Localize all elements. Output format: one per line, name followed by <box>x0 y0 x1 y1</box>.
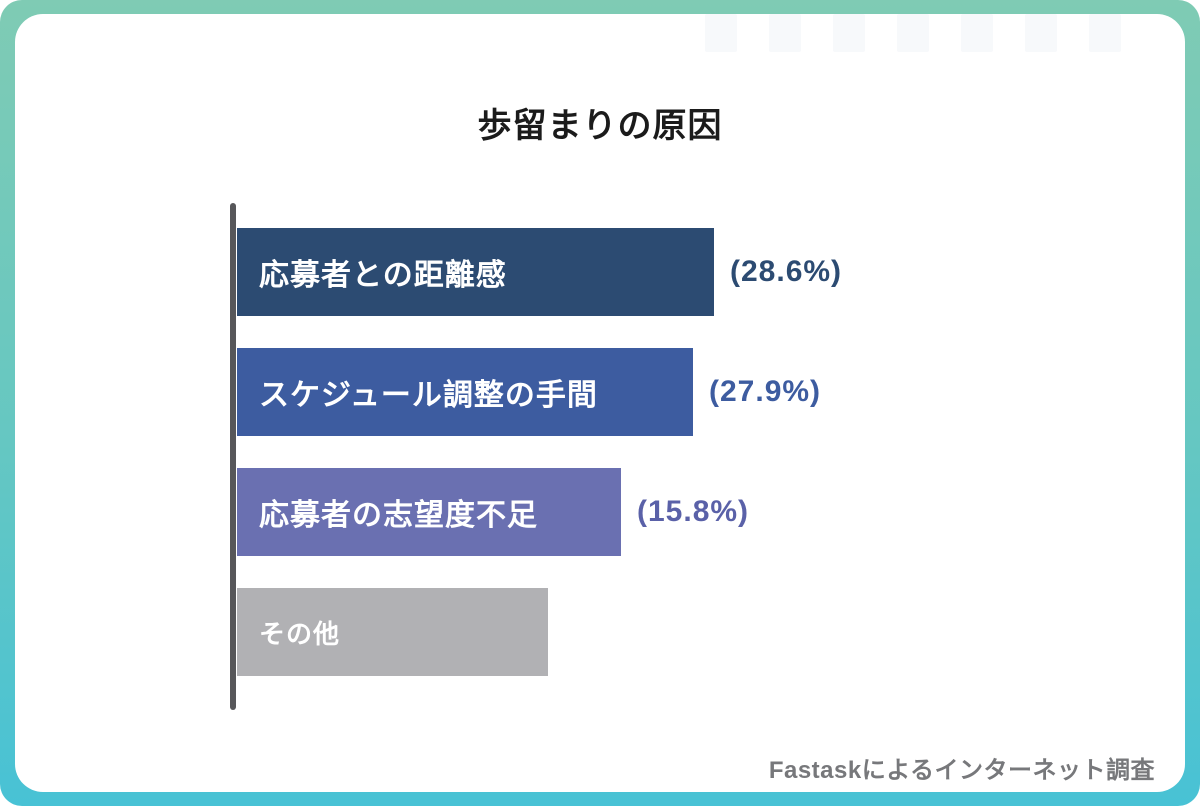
bar-category-label: 応募者の志望度不足 <box>259 499 538 532</box>
bar: スケジュール調整の手間 <box>237 348 693 436</box>
bar-value-label: (27.9%) <box>709 375 822 408</box>
faint-grid-pattern <box>15 14 1185 74</box>
faint-square <box>1089 14 1121 52</box>
bar-row: 応募者との距離感 (28.6%) <box>237 228 842 316</box>
bar-category-label: その他 <box>259 618 341 649</box>
bar-chart: 応募者との距離感 (28.6%) スケジュール調整の手間 (27.9%) 応募者の志望度… <box>15 14 1185 792</box>
source-note: Fastaskによるインターネット調査 <box>768 757 1155 784</box>
bar: その他 <box>237 588 548 676</box>
bar-row: 応募者の志望度不足 (15.8%) <box>237 468 842 556</box>
bar-rows: 応募者との距離感 (28.6%) スケジュール調整の手間 (27.9%) 応募者の志望度… <box>237 228 842 708</box>
chart-card: 歩留まりの原因 応募者との距離感 (28.6%) スケジュール調整の手間 (27.9%… <box>15 14 1185 792</box>
bar-row: スケジュール調整の手間 (27.9%) <box>237 348 842 436</box>
bar-row: その他 <box>237 588 842 676</box>
bar: 応募者の志望度不足 <box>237 468 621 556</box>
bar-value-label: (28.6%) <box>730 255 843 288</box>
chart-title: 歩留まりの原因 <box>477 107 723 145</box>
faint-square <box>705 14 737 52</box>
bar: 応募者との距離感 <box>237 228 714 316</box>
faint-square <box>897 14 929 52</box>
bar-value-label: (15.8%) <box>637 495 750 528</box>
y-axis-line <box>230 203 236 710</box>
faint-square <box>961 14 993 52</box>
faint-square <box>833 14 865 52</box>
bar-category-label: スケジュール調整の手間 <box>259 379 598 412</box>
faint-square <box>769 14 801 52</box>
bar-category-label: 応募者との距離感 <box>259 259 507 292</box>
faint-square <box>1025 14 1057 52</box>
